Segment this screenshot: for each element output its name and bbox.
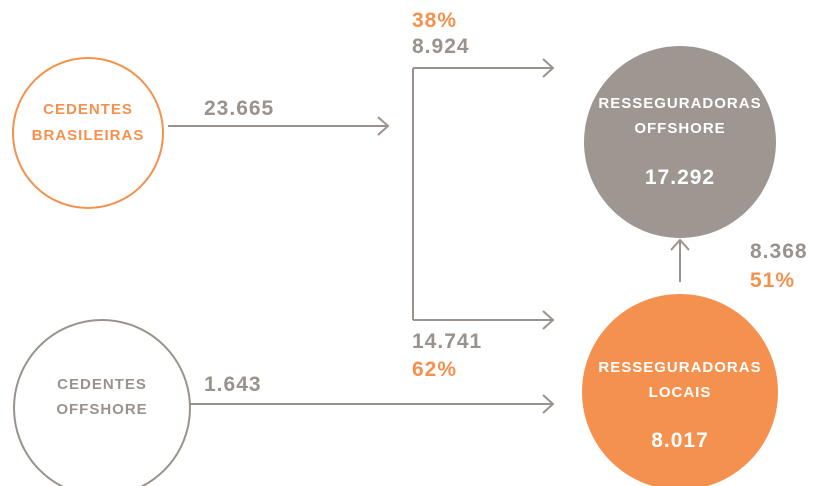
edge-value: 23.665 <box>204 97 274 120</box>
node-circle <box>12 57 164 209</box>
edge-value: 14.741 <box>412 330 482 353</box>
node-value: 8.017 <box>651 429 709 452</box>
node-label: BRASILEIRAS <box>32 127 145 144</box>
node-circle <box>582 294 778 486</box>
edge-value: 1.643 <box>204 373 262 396</box>
arrow <box>413 58 555 78</box>
node-label: RESSEGURADORAS <box>598 359 761 376</box>
connectors <box>168 58 690 414</box>
node-value: 17.292 <box>645 166 715 189</box>
node-label: CEDENTES <box>43 101 133 118</box>
edge-value: 8.924 <box>412 35 470 58</box>
edge-share: 38% <box>412 9 457 32</box>
node-label: LOCAIS <box>649 384 712 401</box>
node-circle <box>13 319 191 486</box>
node-label: CEDENTES <box>57 376 147 393</box>
node-label: RESSEGURADORAS <box>598 95 761 112</box>
node-label: OFFSHORE <box>56 401 147 418</box>
arrow <box>190 394 555 414</box>
edge-share: 62% <box>412 358 457 381</box>
arrow <box>670 238 690 282</box>
node-label: OFFSHORE <box>634 120 725 137</box>
node-circle <box>584 46 776 238</box>
arrow <box>168 116 390 136</box>
edge-share: 51% <box>750 269 795 292</box>
edge-value: 8.368 <box>750 240 808 263</box>
arrow <box>413 310 555 330</box>
